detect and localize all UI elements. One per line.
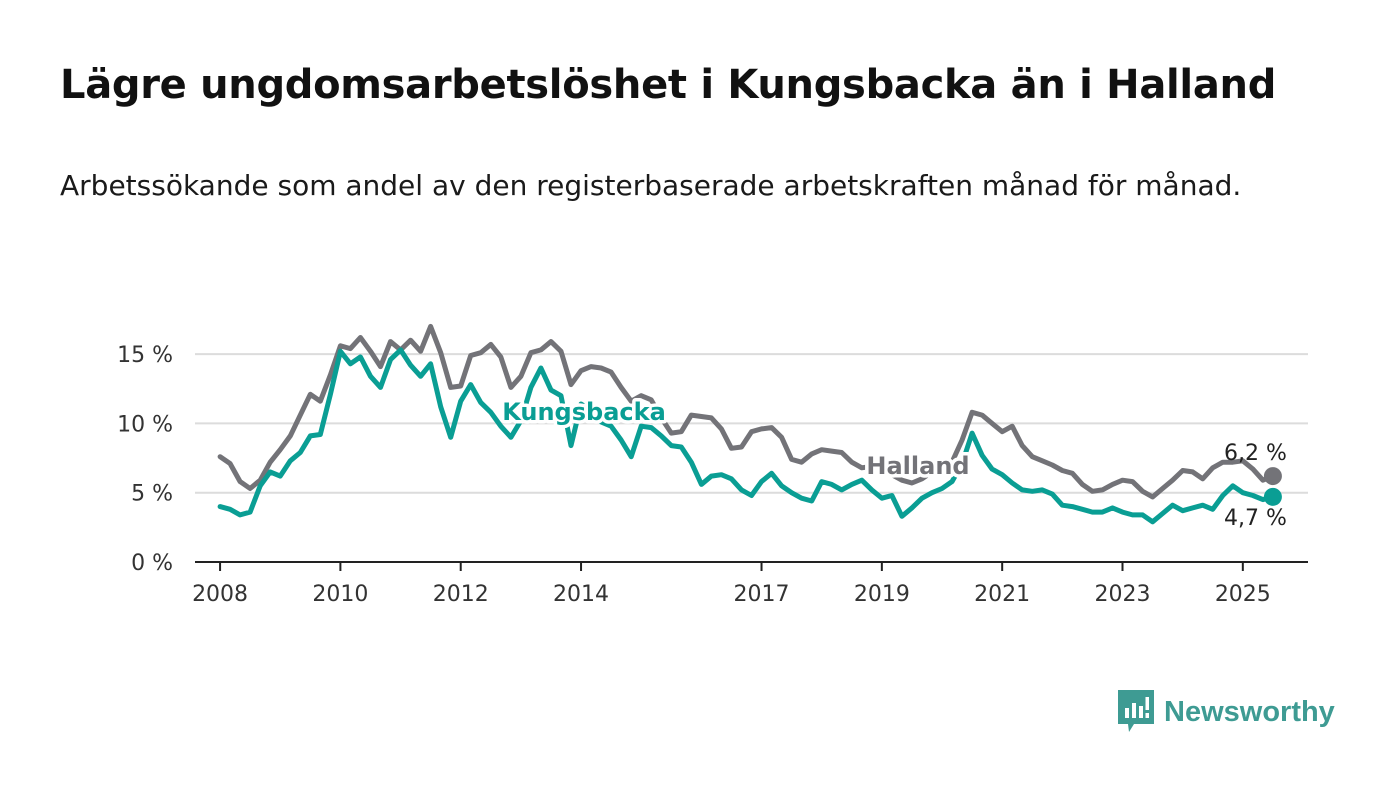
x-tick-label: 2010 (312, 582, 368, 607)
end-value-label-halland: 6,2 % (1224, 441, 1287, 466)
series-line-halland (217, 323, 1276, 500)
series-label-halland: Halland (866, 452, 969, 480)
y-tick-label: 10 % (117, 412, 173, 437)
end-point-halland (1263, 467, 1282, 486)
series-line-kungsbacka (217, 347, 1276, 525)
x-tick-label: 2014 (553, 582, 609, 607)
y-tick-label: 15 % (117, 343, 173, 368)
x-tick-label: 2025 (1215, 582, 1271, 607)
series-labels: Halland 6,2 % Kungsbacka 4,7 % (499, 395, 1287, 532)
x-tick-label: 2017 (734, 582, 790, 607)
brand-logo[interactable]: Newsworthy (1118, 690, 1335, 734)
x-tick-label: 2021 (974, 582, 1030, 607)
y-tick-label: 0 % (131, 551, 173, 576)
x-axis: 2008 2010 2012 2014 2017 2019 2021 2023 2025 (192, 562, 1271, 607)
series-lines (217, 323, 1282, 525)
x-tick-label: 2019 (854, 582, 910, 607)
x-tick-label: 2012 (433, 582, 489, 607)
gridlines: 0 % 5 % 10 % 15 % (117, 343, 1308, 576)
end-point-kungsbacka (1263, 487, 1282, 506)
chart-subtitle: Arbetssökande som andel av den registerb… (60, 169, 1242, 202)
brand-name: Newsworthy (1164, 695, 1335, 728)
x-tick-label: 2008 (192, 582, 248, 607)
chart-title: Lägre ungdomsarbetslöshet i Kungsbacka ä… (60, 62, 1277, 108)
series-label-kungsbacka: Kungsbacka (502, 398, 666, 426)
x-tick-label: 2023 (1095, 582, 1151, 607)
end-value-label-kungsbacka: 4,7 % (1224, 506, 1287, 531)
y-tick-label: 5 % (131, 482, 173, 507)
newsworthy-logo-icon (1118, 690, 1154, 732)
